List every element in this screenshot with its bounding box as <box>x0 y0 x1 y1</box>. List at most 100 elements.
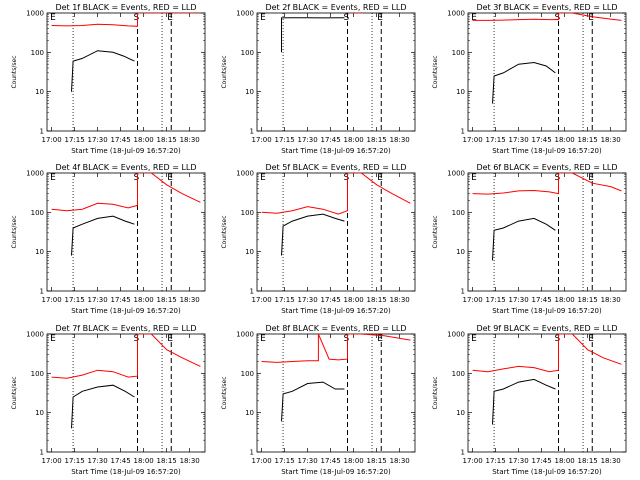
y-tick-label: 1000 <box>26 331 44 339</box>
marker-label: E <box>50 13 56 23</box>
series-line-lld <box>472 13 622 21</box>
x-tick-label: 17:15 <box>486 457 506 465</box>
x-tick-label: 18:00 <box>344 296 364 304</box>
x-tick-label: 17:00 <box>42 296 62 304</box>
y-tick-label: 100 <box>241 49 254 57</box>
x-tick-label: 17:00 <box>463 296 483 304</box>
x-tick-label: 17:30 <box>298 296 318 304</box>
x-axis-label: Start Time (18-Jul-09 16:57:20) <box>492 468 602 476</box>
marker-label: S <box>344 13 350 23</box>
y-tick-label: 1 <box>40 288 44 296</box>
x-tick-label: 17:15 <box>275 296 295 304</box>
plot-frame <box>467 172 627 292</box>
marker-label: E <box>471 173 477 183</box>
y-tick-label: 100 <box>452 370 465 378</box>
y-tick-label: 1000 <box>236 331 254 339</box>
panel-3: Det 3f BLACK = Events, RED = LLD Start Ti… <box>432 3 627 155</box>
x-tick-label: 17:00 <box>252 136 272 144</box>
series-group <box>261 173 411 256</box>
marker-label: E <box>260 173 266 183</box>
y-tick-label: 100 <box>452 49 465 57</box>
plot-frame <box>46 333 206 453</box>
y-tick-label: 100 <box>241 370 254 378</box>
series-line-lld <box>51 334 201 379</box>
panel-5: Det 5f BLACK = Events, RED = LLD Start Ti… <box>221 163 416 315</box>
series-group <box>51 334 201 429</box>
y-tick-label: 10 <box>35 248 44 256</box>
x-tick-label: 17:00 <box>463 136 483 144</box>
y-axis-label: Counts/sec <box>11 376 18 409</box>
panel-9: Det 9f BLACK = Events, RED = LLD Start Ti… <box>432 324 627 476</box>
x-tick-label: 18:15 <box>157 136 177 144</box>
panel-6: Det 6f BLACK = Events, RED = LLD Start Ti… <box>432 163 627 315</box>
panel-7: Det 7f BLACK = Events, RED = LLD Start Ti… <box>11 324 206 476</box>
marker-label: S <box>344 173 350 183</box>
plot-frame <box>46 172 206 292</box>
x-axis-label: Start Time (18-Jul-09 16:57:20) <box>281 147 391 155</box>
series-group <box>472 13 622 104</box>
series-group <box>261 334 411 422</box>
panel-title: Det 1f BLACK = Events, RED = LLD <box>55 3 196 12</box>
y-tick-label: 1 <box>40 128 44 136</box>
x-tick-label: 17:15 <box>65 136 85 144</box>
y-tick-label: 100 <box>241 209 254 217</box>
y-tick-label: 10 <box>35 88 44 96</box>
panel-2: Det 2f BLACK = Events, RED = LLD Start Ti… <box>221 3 416 155</box>
x-tick-label: 17:30 <box>298 457 318 465</box>
y-tick-label: 1000 <box>447 170 465 178</box>
y-axis-label: Counts/sec <box>221 55 228 88</box>
x-tick-label: 17:15 <box>275 457 295 465</box>
marker-label: S <box>134 334 140 344</box>
x-tick-label: 17:45 <box>532 457 552 465</box>
panel-title: Det 6f BLACK = Events, RED = LLD <box>476 163 617 172</box>
series-line-lld <box>472 173 622 195</box>
series-group <box>51 13 201 92</box>
marker-label: E <box>471 334 477 344</box>
y-tick-label: 1 <box>250 449 254 457</box>
marker-label: E <box>167 173 173 183</box>
plot-frame <box>467 12 627 132</box>
x-tick-label: 18:00 <box>555 136 575 144</box>
y-tick-label: 1000 <box>26 170 44 178</box>
marker-label: E <box>167 13 173 23</box>
series-line-events <box>281 381 345 422</box>
x-tick-label: 17:15 <box>486 296 506 304</box>
panel-1: Det 1f BLACK = Events, RED = LLD Start Ti… <box>11 3 206 155</box>
marker-label: S <box>344 334 350 344</box>
x-tick-label: 18:15 <box>578 136 598 144</box>
y-tick-label: 1 <box>461 449 465 457</box>
series-line-lld <box>261 334 411 363</box>
x-tick-label: 17:30 <box>88 296 108 304</box>
y-tick-label: 1 <box>461 288 465 296</box>
x-tick-label: 17:30 <box>509 296 529 304</box>
marker-label: E <box>50 173 56 183</box>
marker-label: E <box>167 334 173 344</box>
y-tick-label: 10 <box>245 409 254 417</box>
plot-frame <box>467 333 627 453</box>
x-axis-label: Start Time (18-Jul-09 16:57:20) <box>71 147 181 155</box>
x-tick-label: 17:30 <box>509 457 529 465</box>
x-tick-label: 18:30 <box>390 136 410 144</box>
plot-frame <box>256 172 416 292</box>
x-tick-label: 18:00 <box>134 136 154 144</box>
y-tick-label: 10 <box>456 88 465 96</box>
marker-label: E <box>471 13 477 23</box>
x-tick-label: 17:45 <box>321 296 341 304</box>
panel-title: Det 7f BLACK = Events, RED = LLD <box>55 324 196 333</box>
x-tick-label: 18:15 <box>157 296 177 304</box>
x-tick-label: 18:30 <box>601 457 621 465</box>
series-line-events <box>492 217 556 261</box>
x-tick-label: 18:15 <box>367 296 387 304</box>
series-line-events <box>492 61 556 104</box>
x-tick-label: 17:30 <box>509 136 529 144</box>
panel-8: Det 8f BLACK = Events, RED = LLD Start Ti… <box>221 324 416 476</box>
y-tick-label: 1000 <box>447 10 465 18</box>
x-tick-label: 18:30 <box>180 457 200 465</box>
marker-label: E <box>588 334 594 344</box>
y-tick-label: 100 <box>31 209 44 217</box>
marker-label: E <box>588 173 594 183</box>
series-group <box>281 13 364 53</box>
series-line-events <box>71 50 135 92</box>
y-tick-label: 10 <box>456 248 465 256</box>
y-tick-label: 1 <box>461 128 465 136</box>
